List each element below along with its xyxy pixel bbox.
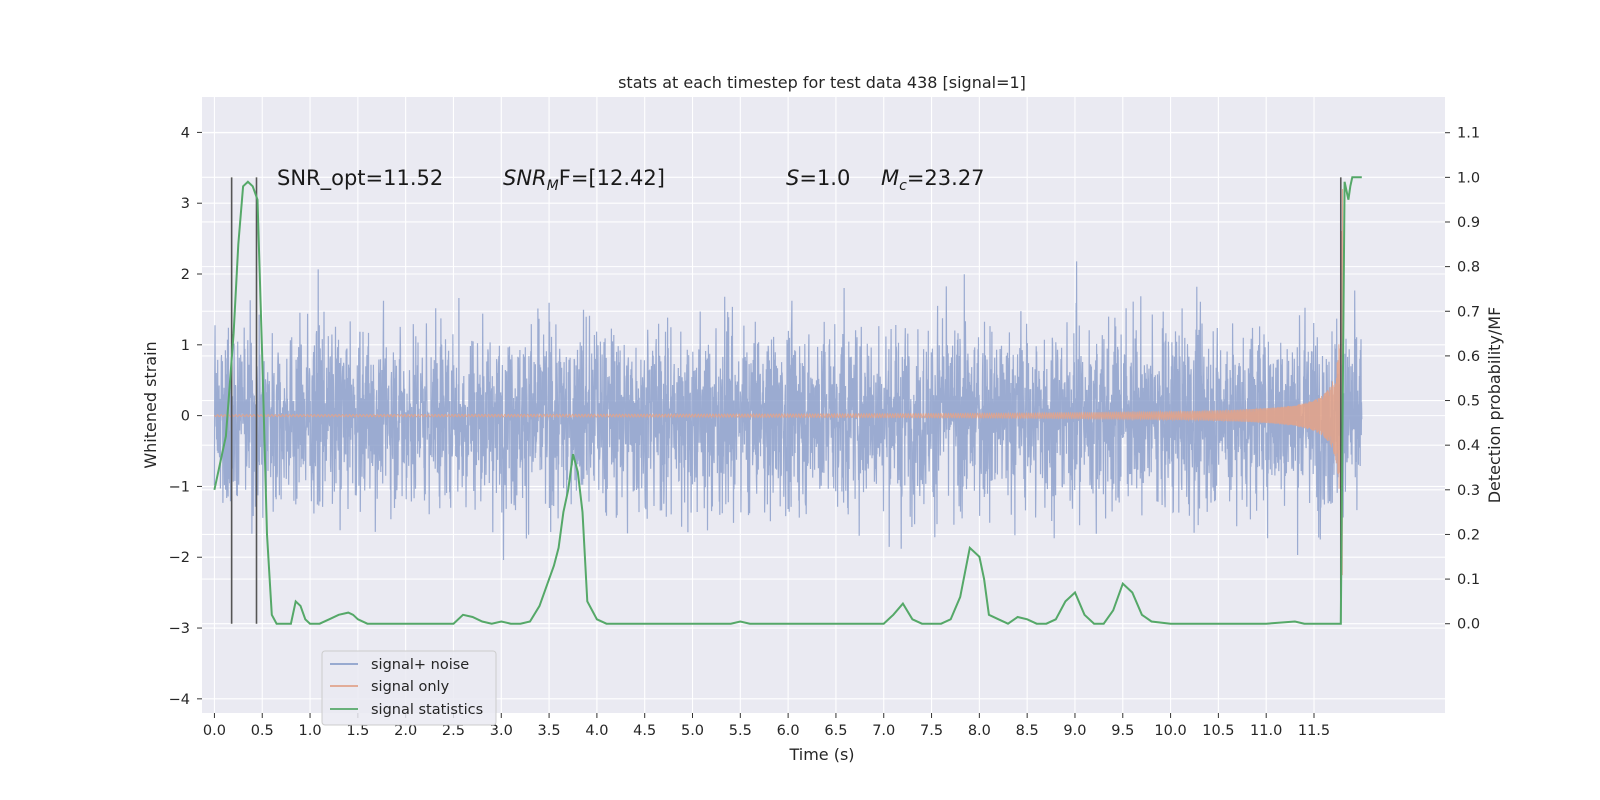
x-axis-ticks: 0.0 0.5 1.0 1.5 2.0 2.5 3.0 3.5 4.0 4.5 5.0 5.5 6.0 6… — [203, 713, 1330, 739]
y-right-tick-label: 0.5 — [1457, 394, 1480, 410]
series-signal-statistics — [213, 176, 1362, 625]
x-tick-label: 1.5 — [346, 723, 369, 739]
x-tick-label: 11.5 — [1298, 723, 1330, 739]
annotation-snr-mf-value: F=[12.42] — [559, 166, 665, 190]
x-tick-label: 11.0 — [1250, 723, 1282, 739]
x-tick-label: 5.5 — [729, 723, 752, 739]
annotation-s: S=1.0 — [786, 166, 850, 190]
y-right-tick-label: 0.2 — [1457, 527, 1480, 543]
y-right-tick-label: 0.4 — [1457, 438, 1480, 454]
y-tick-label: −2 — [169, 550, 190, 566]
legend: signal+ noise signal only signal statist… — [321, 650, 497, 726]
x-tick-label: 8.5 — [1016, 723, 1039, 739]
x-tick-label: 3.5 — [538, 723, 561, 739]
y-right-tick-label: 0.3 — [1457, 483, 1480, 499]
y-right-axis-title: Detection probability/MF — [1485, 307, 1504, 504]
x-tick-label: 7.5 — [920, 723, 943, 739]
y-tick-label: 1 — [181, 338, 190, 354]
y-tick-label: 4 — [181, 125, 190, 141]
y-right-tick-label: 0.9 — [1457, 215, 1480, 231]
chart-title: stats at each timestep for test data 438… — [618, 73, 1026, 92]
y-right-tick-label: 0.6 — [1457, 349, 1480, 365]
legend-label-signal-noise: signal+ noise — [371, 657, 469, 673]
x-tick-label: 1.0 — [299, 723, 322, 739]
annotation-mc-value: =23.27 — [907, 166, 985, 190]
x-tick-label: 4.0 — [585, 723, 608, 739]
annotation-snr-opt: SNR_opt=11.52 — [277, 166, 443, 191]
y-right-axis-ticks: 1.1 1.0 0.9 0.8 0.7 0.6 0.5 0.4 0.3 0.2 0.1 0.0 — [1445, 126, 1480, 633]
annotation-s-value: =1.0 — [799, 166, 850, 190]
x-tick-label: 2.5 — [442, 723, 465, 739]
y-right-tick-label: 1.1 — [1457, 126, 1480, 142]
annotation-snr-mf: SNRMF=[12.42] — [503, 166, 665, 194]
y-right-tick-label: 0.0 — [1457, 617, 1480, 633]
legend-label-signal-statistics: signal statistics — [371, 702, 483, 718]
series-signal-only — [213, 188, 1344, 576]
y-axis-ticks: 4 3 2 1 0 −1 −2 −3 −4 — [169, 125, 202, 708]
annotation-mc-sub: c — [899, 178, 907, 194]
x-tick-label: 0.5 — [251, 723, 274, 739]
y-right-tick-label: 0.8 — [1457, 260, 1480, 276]
annotation-s-base: S — [786, 166, 799, 190]
y-axis-title: Whitened strain — [141, 341, 160, 468]
x-tick-label: 6.0 — [777, 723, 800, 739]
annotation-mc: Mc=23.27 — [881, 166, 985, 194]
y-tick-label: −4 — [169, 692, 190, 708]
x-tick-label: 4.5 — [633, 723, 656, 739]
y-tick-label: −3 — [169, 621, 190, 637]
y-right-tick-label: 0.7 — [1457, 304, 1480, 320]
annotation-snr-mf-base: SNR — [503, 166, 547, 190]
x-tick-label: 9.0 — [1063, 723, 1086, 739]
x-tick-label: 10.0 — [1154, 723, 1186, 739]
x-tick-label: 10.5 — [1202, 723, 1234, 739]
y-tick-label: 0 — [181, 409, 190, 425]
signal-statistics-line — [213, 176, 1362, 625]
x-tick-label: 5.0 — [681, 723, 704, 739]
y-tick-label: −1 — [169, 479, 190, 495]
x-tick-label: 8.0 — [968, 723, 991, 739]
x-tick-label: 9.5 — [1111, 723, 1134, 739]
y-tick-label: 2 — [181, 267, 190, 283]
annotation-mc-base: M — [881, 166, 899, 190]
annotation-snr-mf-sub: M — [547, 178, 559, 194]
legend-box — [321, 650, 497, 726]
x-tick-label: 3.0 — [490, 723, 513, 739]
legend-label-signal-only: signal only — [371, 679, 450, 695]
x-tick-label: 2.0 — [394, 723, 417, 739]
x-tick-label: 6.5 — [824, 723, 847, 739]
y-right-tick-label: 0.1 — [1457, 572, 1480, 588]
y-right-tick-label: 1.0 — [1457, 170, 1480, 186]
x-tick-label: 7.0 — [872, 723, 895, 739]
x-axis-title: Time (s) — [788, 745, 854, 764]
signal-only-line — [213, 188, 1344, 576]
x-tick-label: 0.0 — [203, 723, 226, 739]
y-tick-label: 3 — [181, 196, 190, 212]
